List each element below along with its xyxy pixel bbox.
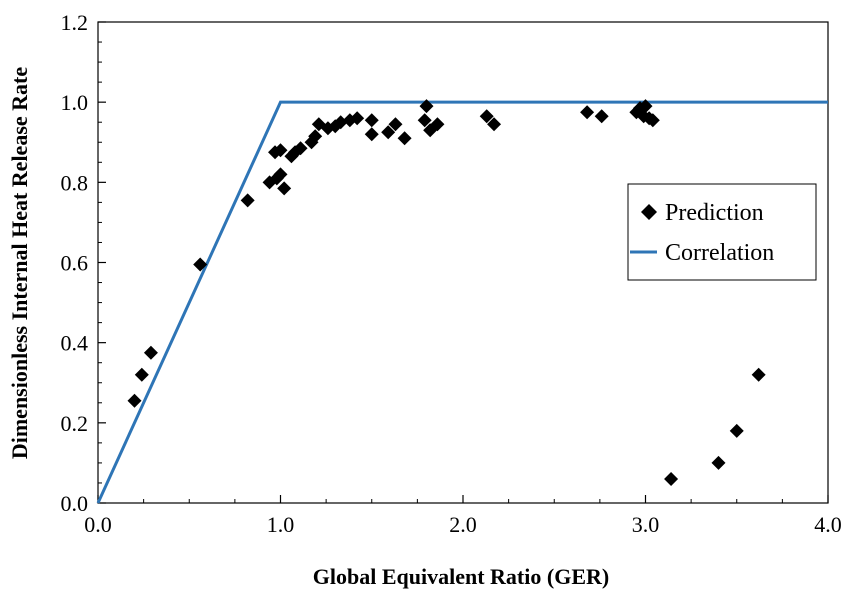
legend-prediction-marker <box>641 204 657 220</box>
prediction-point <box>417 113 432 128</box>
y-tick-label: 0.6 <box>61 251 89 276</box>
prediction-point <box>729 423 744 438</box>
prediction-point <box>273 167 288 182</box>
prediction-point <box>277 181 292 196</box>
prediction-point <box>580 105 595 120</box>
legend-box <box>627 183 817 281</box>
y-tick-label: 0.8 <box>61 170 89 195</box>
prediction-point <box>350 111 365 126</box>
prediction-point <box>397 131 412 146</box>
prediction-point <box>419 99 434 114</box>
prediction-point <box>127 393 142 408</box>
prediction-point <box>320 121 335 136</box>
prediction-point <box>645 113 660 128</box>
prediction-point <box>381 125 396 140</box>
legend: Prediction Correlation <box>627 183 817 281</box>
prediction-point <box>638 99 653 114</box>
prediction-point <box>364 113 379 128</box>
prediction-point <box>273 143 288 158</box>
prediction-point <box>487 117 502 132</box>
x-tick-label: 4.0 <box>814 512 842 537</box>
correlation-line <box>96 100 828 504</box>
prediction-point <box>240 193 255 208</box>
y-tick-label: 0.0 <box>61 491 89 516</box>
prediction-point <box>479 109 494 124</box>
x-tick-label: 0.0 <box>84 512 112 537</box>
legend-prediction-label: Prediction <box>665 200 764 226</box>
prediction-point <box>711 455 726 470</box>
prediction-point <box>751 367 766 382</box>
x-tick-label: 1.0 <box>267 512 295 537</box>
prediction-point <box>143 345 158 360</box>
prediction-point <box>594 109 609 124</box>
y-tick-label: 1.0 <box>61 90 89 115</box>
x-axis: 0.0 1.0 2.0 3.0 4.0 <box>84 495 842 537</box>
y-tick-label: 0.2 <box>61 411 89 436</box>
x-axis-title: Global Equivalent Ratio (GER) <box>313 564 609 589</box>
legend-correlation-label: Correlation <box>665 240 774 266</box>
prediction-point <box>388 117 403 132</box>
prediction-point <box>134 367 149 382</box>
prediction-point <box>430 117 445 132</box>
correlation-series <box>96 100 828 504</box>
prediction-point <box>193 257 208 272</box>
y-axis: 0.0 0.2 0.4 0.6 0.8 1.0 1.2 <box>61 10 106 516</box>
x-tick-label: 3.0 <box>632 512 660 537</box>
y-axis-title: Dimensionless Internal Heat Release Rate <box>7 67 32 460</box>
x-tick-label: 2.0 <box>449 512 477 537</box>
prediction-series <box>127 99 766 486</box>
y-tick-label: 0.4 <box>61 331 89 356</box>
prediction-point <box>664 471 679 486</box>
prediction-point <box>423 123 438 138</box>
prediction-point <box>333 115 348 130</box>
prediction-point <box>293 141 308 156</box>
prediction-point <box>364 127 379 142</box>
y-tick-label: 1.2 <box>61 10 89 35</box>
prediction-point <box>308 129 323 144</box>
